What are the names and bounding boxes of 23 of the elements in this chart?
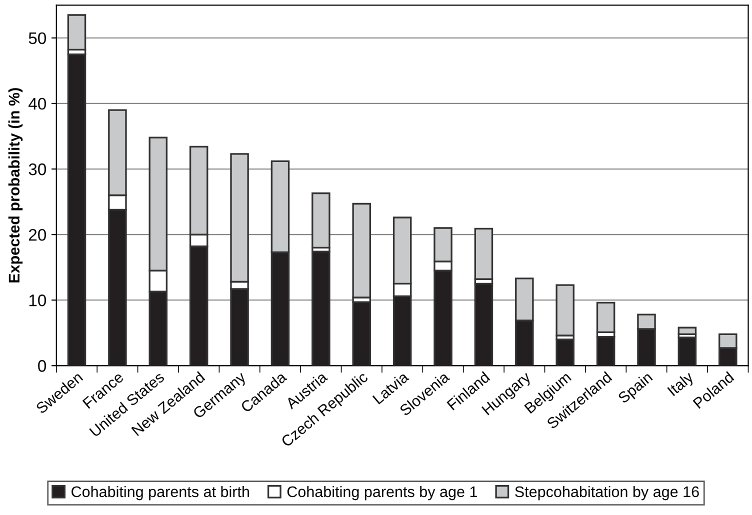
bar — [596, 302, 616, 334]
legend-label: Stepcohabitation by age 16 — [515, 486, 699, 500]
y-tick-label: 30 — [28, 163, 46, 176]
bar — [312, 192, 330, 249]
legend-label: Cohabiting parents by age 1 — [287, 486, 477, 500]
bar — [67, 53, 86, 366]
bar — [312, 250, 330, 366]
y-tick-label: 20 — [28, 228, 46, 241]
y-axis-title: Expected probability (in %) — [8, 88, 23, 282]
y-tick-label: 50 — [28, 32, 46, 44]
y-tick-label: 10 — [29, 294, 46, 306]
bar — [556, 338, 574, 366]
x-tick-label: Italy — [666, 370, 696, 399]
legend-label: Cohabiting parents at birth — [72, 486, 249, 500]
bar — [596, 336, 616, 366]
bar — [352, 301, 372, 366]
bar — [474, 282, 494, 366]
y-tick-label: 40 — [28, 98, 46, 110]
bar — [678, 336, 697, 366]
bar — [67, 14, 86, 51]
bar — [678, 326, 697, 336]
bar — [556, 284, 574, 336]
y-tick-label: 0 — [38, 360, 46, 372]
